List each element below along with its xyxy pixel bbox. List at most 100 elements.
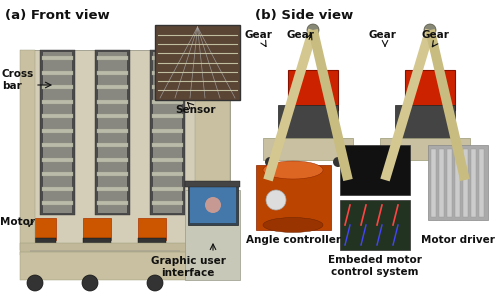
- Circle shape: [307, 24, 319, 36]
- Bar: [152, 114, 183, 118]
- Bar: [405, 70, 455, 110]
- Circle shape: [265, 157, 275, 167]
- Bar: [455, 149, 460, 217]
- Text: Sensor: Sensor: [175, 105, 216, 115]
- Text: Motor driver: Motor driver: [421, 235, 495, 245]
- Bar: [138, 238, 166, 250]
- Bar: [97, 56, 128, 60]
- Circle shape: [424, 24, 436, 36]
- Circle shape: [382, 157, 392, 167]
- Text: Graphic user
interface: Graphic user interface: [150, 256, 226, 278]
- Text: Gear: Gear: [286, 30, 314, 40]
- Bar: [447, 149, 452, 217]
- Bar: [152, 186, 183, 191]
- Bar: [20, 252, 190, 280]
- Bar: [431, 149, 436, 217]
- Bar: [188, 185, 238, 225]
- Bar: [263, 138, 353, 160]
- Bar: [42, 85, 73, 89]
- Bar: [152, 99, 183, 104]
- Bar: [471, 149, 476, 217]
- Circle shape: [262, 174, 274, 186]
- Bar: [28, 218, 56, 240]
- Bar: [97, 129, 128, 132]
- Ellipse shape: [263, 161, 323, 179]
- Bar: [97, 201, 128, 205]
- Bar: [250, 0, 500, 295]
- Bar: [152, 56, 183, 60]
- Bar: [439, 149, 444, 217]
- Circle shape: [205, 197, 221, 213]
- Bar: [97, 114, 128, 118]
- Bar: [185, 190, 240, 280]
- Text: Gear: Gear: [421, 30, 449, 40]
- Circle shape: [333, 157, 343, 167]
- Bar: [30, 250, 180, 270]
- Bar: [97, 85, 128, 89]
- Bar: [42, 129, 73, 132]
- Circle shape: [82, 275, 98, 291]
- Bar: [185, 181, 240, 187]
- Bar: [288, 70, 338, 110]
- Bar: [43, 52, 72, 213]
- Bar: [95, 50, 130, 215]
- Circle shape: [147, 275, 163, 291]
- Bar: [380, 138, 470, 160]
- Bar: [42, 172, 73, 176]
- Text: Cross
bar: Cross bar: [2, 69, 34, 91]
- Bar: [278, 105, 338, 140]
- Text: (b) Side view: (b) Side view: [255, 9, 353, 22]
- Bar: [152, 172, 183, 176]
- Text: Motor: Motor: [0, 217, 35, 227]
- Bar: [190, 187, 236, 223]
- Bar: [256, 165, 331, 230]
- Bar: [153, 52, 182, 213]
- Text: Angle controller: Angle controller: [246, 235, 340, 245]
- Bar: [155, 25, 240, 100]
- Bar: [42, 71, 73, 75]
- Bar: [340, 200, 410, 250]
- Bar: [428, 145, 488, 220]
- Bar: [42, 201, 73, 205]
- Bar: [0, 0, 245, 295]
- Bar: [97, 143, 128, 147]
- Bar: [138, 218, 166, 240]
- Bar: [340, 145, 410, 195]
- Bar: [20, 50, 230, 250]
- Bar: [40, 50, 75, 215]
- Text: (a) Front view: (a) Front view: [5, 9, 110, 22]
- Text: Gear: Gear: [244, 30, 272, 40]
- Circle shape: [266, 190, 286, 210]
- Ellipse shape: [263, 217, 323, 232]
- Bar: [395, 105, 455, 140]
- Bar: [152, 71, 183, 75]
- Bar: [42, 114, 73, 118]
- Bar: [152, 143, 183, 147]
- Bar: [97, 71, 128, 75]
- Bar: [97, 158, 128, 161]
- Bar: [195, 50, 230, 250]
- Bar: [42, 158, 73, 161]
- Bar: [20, 243, 230, 255]
- Circle shape: [459, 174, 471, 186]
- Bar: [20, 50, 35, 250]
- Bar: [83, 218, 111, 240]
- Bar: [98, 52, 127, 213]
- Circle shape: [27, 275, 43, 291]
- Circle shape: [450, 157, 460, 167]
- Bar: [150, 50, 185, 215]
- Bar: [479, 149, 484, 217]
- Bar: [97, 186, 128, 191]
- Bar: [152, 85, 183, 89]
- Circle shape: [379, 174, 391, 186]
- Bar: [83, 238, 111, 250]
- Text: Gear: Gear: [368, 30, 396, 40]
- Bar: [152, 201, 183, 205]
- Bar: [42, 186, 73, 191]
- Bar: [42, 143, 73, 147]
- Bar: [97, 172, 128, 176]
- Bar: [97, 99, 128, 104]
- Text: Embeded motor
control system: Embeded motor control system: [328, 255, 422, 277]
- Bar: [42, 56, 73, 60]
- Bar: [42, 99, 73, 104]
